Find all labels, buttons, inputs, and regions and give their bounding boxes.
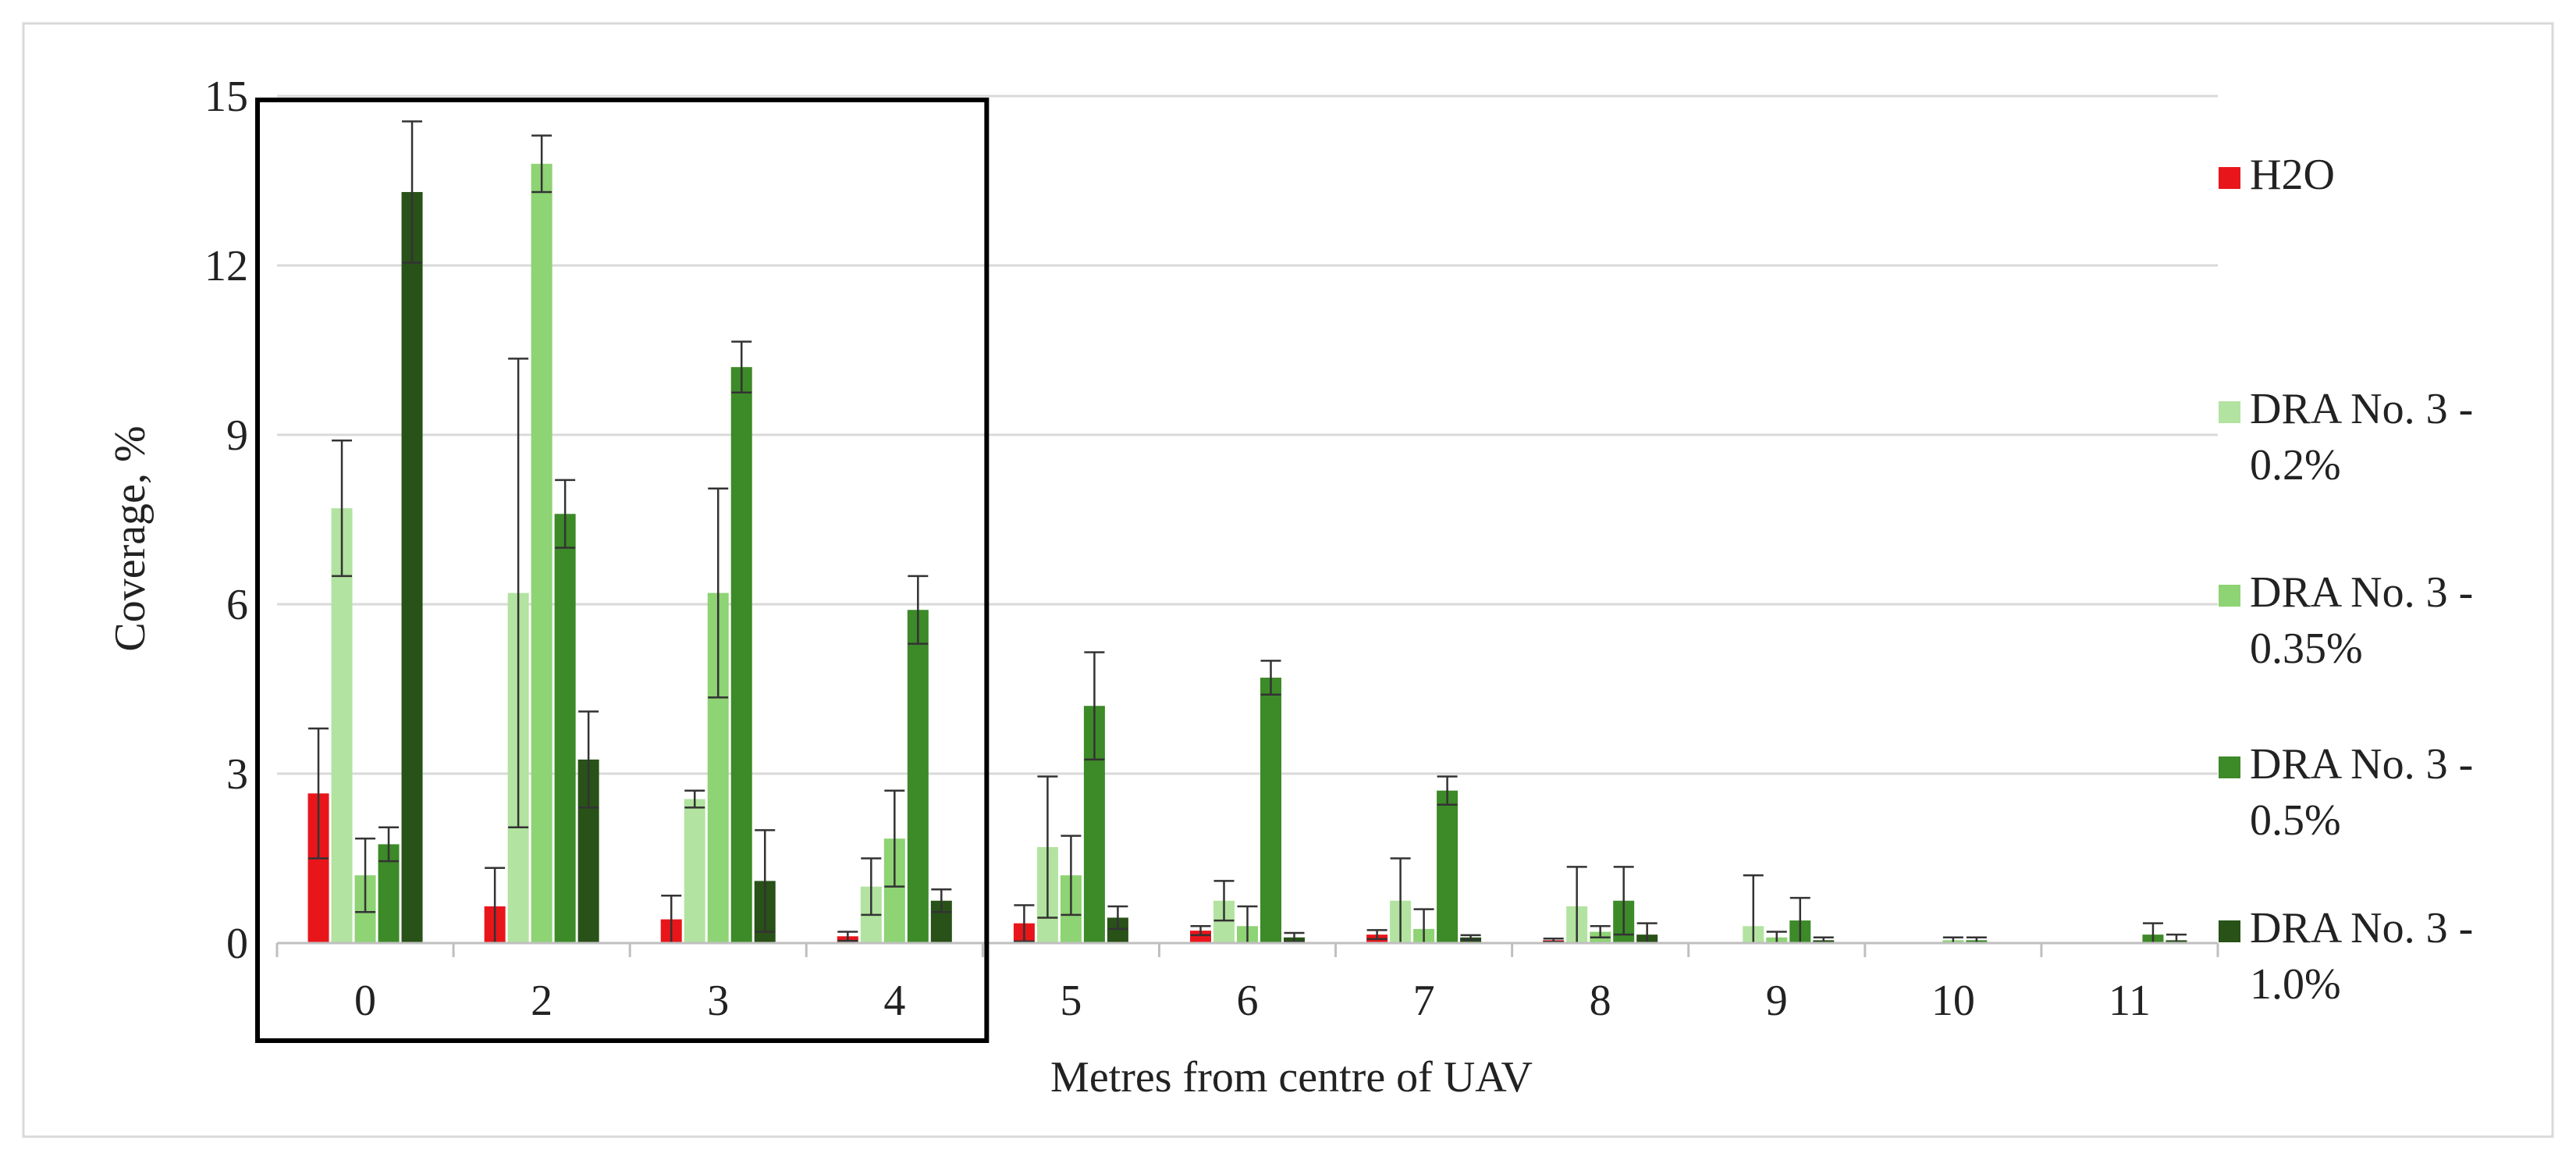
y-tick-label: 3 (226, 750, 248, 799)
bar-h2o-cat-6 (1190, 931, 1211, 943)
bar-dra-series-1-cat-3 (684, 799, 705, 943)
bar-dra-series-3-cat-6 (1260, 678, 1281, 943)
gridlines (277, 94, 2218, 775)
x-tick-label: 9 (1766, 977, 1788, 1025)
bar-dra-series-3-cat-4 (907, 610, 929, 943)
y-tick-label: 6 (226, 581, 248, 629)
bar-dra-series-1-cat-0 (331, 508, 353, 943)
legend-swatch (2219, 920, 2240, 942)
y-tick-label: 15 (204, 73, 248, 121)
x-tick-label: 4 (883, 977, 905, 1025)
legend-swatch (2219, 585, 2240, 607)
bar-dra-series-3-cat-3 (730, 367, 752, 943)
legend-label: DRA No. 3 -1.0% (2250, 904, 2473, 1009)
legend-label: DRA No. 3 -0.5% (2250, 740, 2473, 845)
x-tick-label: 2 (531, 977, 553, 1025)
bar-dra-series-2-cat-2 (531, 163, 553, 944)
legend-swatch (2219, 756, 2240, 778)
legend-label: H2O (2250, 151, 2335, 199)
bar-dra-series-3-cat-2 (554, 514, 576, 943)
x-tick-label: 6 (1237, 977, 1259, 1025)
y-tick-label: 9 (226, 411, 248, 460)
legend-swatch (2219, 401, 2240, 423)
x-tick-label: 8 (1590, 977, 1611, 1025)
x-tick-label: 3 (707, 977, 729, 1025)
bar-dra-series-3-cat-7 (1437, 790, 1459, 943)
y-tick-label: 0 (226, 920, 248, 968)
y-tick-label: 12 (204, 242, 248, 290)
x-tick-label: 5 (1060, 977, 1082, 1025)
x-tick-label: 11 (2109, 977, 2151, 1025)
highlight-box (255, 98, 990, 1043)
chart-frame (22, 22, 2554, 1138)
x-tick-label: 0 (354, 977, 376, 1025)
bar-dra-series-4-cat-0 (401, 191, 423, 943)
legend-label: DRA No. 3 -0.2% (2250, 385, 2473, 489)
highlight-box-group (255, 98, 990, 1043)
axes: 0 3 6 9 12 15 0 2 3 4 5 6 7 8 9 10 11 (204, 73, 2219, 1025)
legend: H2O DRA No. 3 -0.2% DRA No. 3 -0.35% DRA No… (2219, 151, 2473, 1009)
x-tick-label: 10 (1931, 977, 1975, 1025)
x-axis-title: Metres from centre of UAV (1050, 1053, 1533, 1102)
x-tick-label: 7 (1413, 977, 1435, 1025)
legend-swatch (2219, 167, 2240, 189)
y-axis-title: Coverage, % (106, 425, 155, 651)
legend-label: DRA No. 3 -0.35% (2250, 568, 2473, 673)
